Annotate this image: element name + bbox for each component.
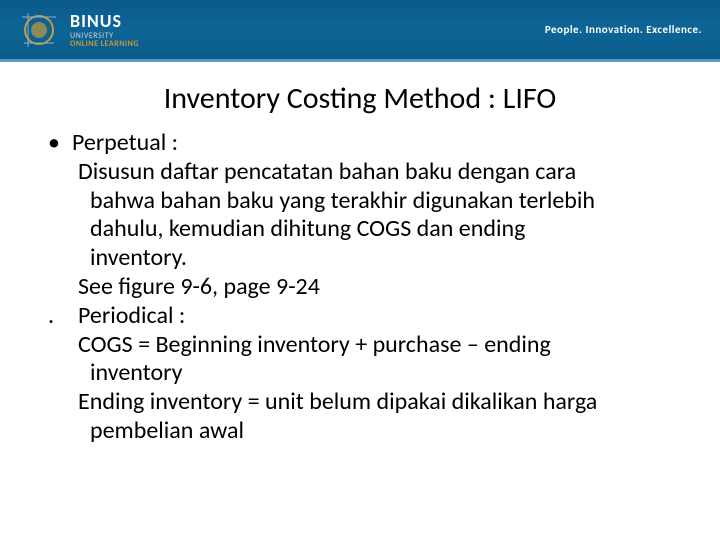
perpetual-line-4: inventory. bbox=[90, 244, 690, 273]
bullet-periodical-label: Periodical : bbox=[78, 302, 185, 331]
period-marker: . bbox=[48, 302, 66, 331]
bullet-perpetual: • Perpetual : bbox=[48, 129, 690, 158]
perpetual-line-1: Disusun daftar pencatatan bahan baku den… bbox=[78, 158, 690, 187]
logo-main-text: BINUS bbox=[70, 12, 139, 30]
binus-logo-icon bbox=[18, 9, 60, 51]
periodical-line-4: pembelian awal bbox=[90, 417, 690, 446]
perpetual-line-3: dahulu, kemudian dihitung COGS dan endin… bbox=[90, 215, 690, 244]
periodical-line-3: Ending inventory = unit belum dipakai di… bbox=[78, 388, 690, 417]
bullet-perpetual-label: Perpetual : bbox=[72, 129, 178, 158]
periodical-line-1: COGS = Beginning inventory + purchase – … bbox=[78, 331, 690, 360]
header-tagline: People. Innovation. Excellence. bbox=[545, 23, 702, 36]
logo-text-block: BINUS UNIVERSITY ONLINE LEARNING bbox=[70, 12, 139, 48]
slide-content: Inventory Costing Method : LIFO • Perpet… bbox=[0, 62, 720, 446]
perpetual-line-2: bahwa bahan baku yang terakhir digunakan… bbox=[90, 187, 690, 216]
perpetual-line-5: See figure 9-6, page 9-24 bbox=[78, 273, 690, 302]
bullet-periodical: . Periodical : bbox=[48, 302, 690, 331]
logo-area: BINUS UNIVERSITY ONLINE LEARNING bbox=[18, 9, 139, 51]
periodical-line-2: inventory bbox=[90, 359, 690, 388]
slide-title: Inventory Costing Method : LIFO bbox=[30, 80, 690, 117]
bullet-marker: • bbox=[48, 129, 60, 158]
logo-sub-text-2: ONLINE LEARNING bbox=[70, 40, 139, 48]
slide-header: BINUS UNIVERSITY ONLINE LEARNING People.… bbox=[0, 0, 720, 62]
